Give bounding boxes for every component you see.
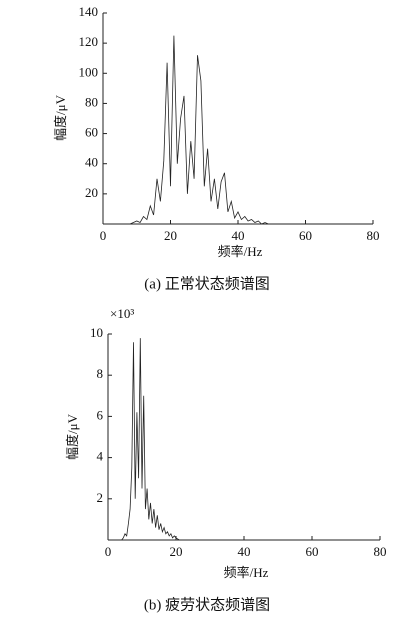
- y-multiplier: ×10³: [110, 306, 134, 321]
- x-tick-label: 20: [170, 544, 183, 559]
- x-tick-label: 40: [238, 544, 251, 559]
- y-tick-label: 140: [79, 4, 99, 19]
- y-tick-label: 40: [85, 155, 98, 170]
- spectrum-line: [121, 338, 183, 541]
- x-tick-label: 0: [100, 228, 107, 243]
- y-tick-label: 6: [97, 407, 104, 422]
- y-tick-label: 4: [97, 449, 104, 464]
- x-tick-label: 80: [374, 544, 387, 559]
- y-tick-label: 10: [90, 325, 103, 340]
- y-axis-label: 幅度/μV: [65, 413, 80, 460]
- y-tick-label: 120: [79, 34, 99, 49]
- x-axis-label: 频率/Hz: [224, 565, 269, 580]
- x-tick-label: 0: [105, 544, 112, 559]
- y-tick-label: 60: [85, 125, 98, 140]
- x-tick-label: 60: [306, 544, 319, 559]
- x-tick-label: 20: [164, 228, 177, 243]
- x-axis-label: 频率/Hz: [218, 244, 263, 259]
- y-tick-label: 20: [85, 185, 98, 200]
- y-axis-label: 幅度/μV: [53, 94, 68, 141]
- y-tick-label: 100: [79, 64, 99, 79]
- x-tick-label: 40: [232, 228, 245, 243]
- spectrum-line: [129, 35, 272, 225]
- x-tick-label: 60: [299, 228, 312, 243]
- x-tick-label: 80: [367, 228, 380, 243]
- y-tick-label: 80: [85, 94, 98, 109]
- caption: (b) 疲劳状态频谱图: [144, 596, 270, 613]
- y-tick-label: 2: [97, 490, 104, 505]
- caption: (a) 正常状态频谱图: [144, 275, 269, 292]
- y-tick-label: 8: [97, 366, 104, 381]
